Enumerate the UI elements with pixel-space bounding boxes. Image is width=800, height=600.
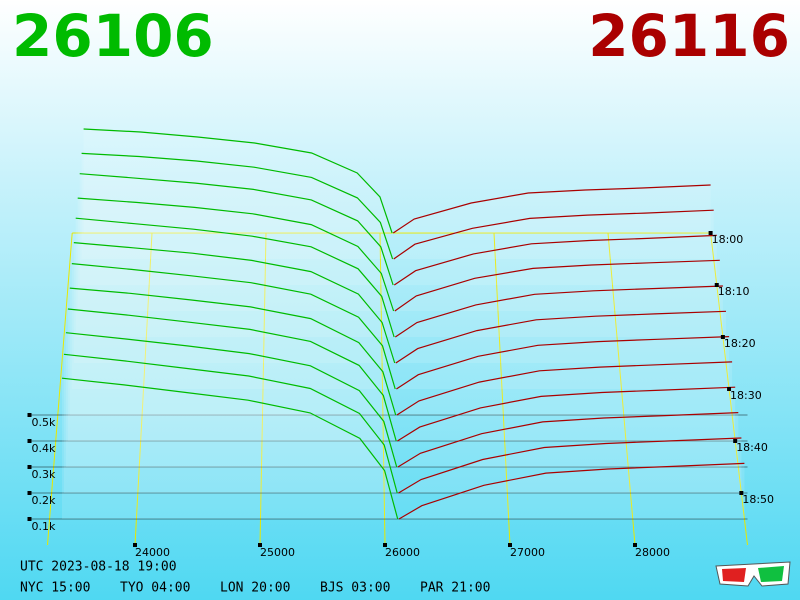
depth-tick (27, 517, 32, 521)
zone-time: LON 20:00 (220, 581, 290, 596)
depth-tick-label: 0.4k (32, 442, 56, 455)
zone-time: NYC 15:00 (20, 581, 90, 596)
bid-depth-line (67, 308, 397, 442)
bid-depth-line (81, 152, 394, 260)
ask-area (395, 311, 726, 363)
depth-tick (27, 491, 32, 495)
bid-depth-line (65, 332, 398, 468)
bid-depth-line (61, 377, 399, 520)
ask-depth-line (393, 209, 714, 260)
bid-area (75, 218, 395, 337)
bid-depth-line (73, 242, 396, 364)
bid-depth-line (75, 217, 395, 338)
ask-depth-line (395, 310, 727, 364)
zone-time: TYO 04:00 (120, 581, 190, 596)
ask-area (397, 412, 739, 467)
bid-depth-line (83, 128, 393, 234)
ask-depth-line (397, 412, 739, 468)
3d-glasses-icon (715, 561, 791, 587)
time-tick (739, 491, 744, 495)
ask-depth-line (394, 259, 720, 312)
utc-time: UTC 2023-08-18 19:00 (20, 560, 177, 575)
depth-tick (27, 439, 32, 443)
ask-depth-line (393, 234, 717, 286)
bid-depth-line (69, 287, 397, 416)
price-tick (133, 543, 137, 547)
ask-depth-line (394, 285, 723, 338)
zone-time: BJS 03:00 (320, 581, 390, 596)
ask-area (394, 235, 717, 285)
ask-area (396, 336, 730, 389)
time-tick (733, 439, 738, 443)
time-tick (708, 231, 713, 235)
price-tick (383, 543, 387, 547)
ask-area (393, 185, 711, 233)
ask-area (397, 387, 736, 441)
ask-area (399, 463, 745, 519)
price-tick-label: 24000 (135, 546, 170, 559)
ask-area (396, 361, 733, 415)
plot: 24000 25000 26000 27000 28000 0.1k 0.2k 0.3k 0.4… (27, 128, 774, 559)
price-tick-label: 28000 (635, 546, 670, 559)
price-tick (258, 543, 262, 547)
bid-depth-line (79, 173, 394, 286)
ask-depth-line (397, 386, 736, 442)
time-tick-label: 18:50 (742, 493, 774, 506)
bid-area (62, 378, 398, 519)
price-tick-label: 27000 (510, 546, 545, 559)
ask-depth-line (398, 437, 742, 494)
price-tick-label: 26000 (385, 546, 420, 559)
best-ask: 26116 (588, 2, 790, 70)
bid-depth-line (77, 197, 395, 312)
ask-area (395, 286, 723, 337)
time-tick-label: 18:20 (724, 337, 756, 350)
depth-tick (27, 465, 32, 469)
bid-area (63, 354, 398, 493)
ask-area (393, 210, 714, 259)
price-tick (508, 543, 512, 547)
time-tick-label: 18:30 (730, 389, 762, 402)
ask-depth-line (398, 462, 745, 520)
time-tick-label: 18:40 (736, 441, 768, 454)
price-tick-label: 25000 (260, 546, 295, 559)
bid-depth-line (71, 263, 396, 390)
time-tick (727, 387, 732, 391)
depth-tick-label: 0.5k (32, 416, 56, 429)
bid-area (71, 263, 396, 389)
ask-area (394, 260, 720, 311)
bid-area (65, 332, 397, 467)
time-zones: NYC 15:00 TYO 04:00 LON 20:00 BJS 03:00 PAR … (20, 581, 490, 596)
time-tick (714, 283, 719, 287)
price-tick (633, 543, 637, 547)
bid-depth-line (63, 353, 398, 494)
time-tick (720, 335, 725, 339)
ask-depth-line (396, 361, 733, 416)
depth-tick-label: 0.1k (32, 520, 56, 533)
ask-area (398, 438, 742, 493)
ask-depth-line (392, 184, 711, 234)
bid-area (73, 242, 395, 363)
depth-tick-label: 0.2k (32, 494, 56, 507)
zone-time: PAR 21:00 (420, 581, 490, 596)
depth-tick-label: 0.3k (32, 468, 56, 481)
time-tick-label: 18:10 (718, 285, 750, 298)
best-bid: 26106 (12, 2, 214, 70)
time-tick-label: 18:00 (712, 233, 744, 246)
ask-depth-line (396, 336, 730, 390)
depth-tick (27, 413, 32, 417)
